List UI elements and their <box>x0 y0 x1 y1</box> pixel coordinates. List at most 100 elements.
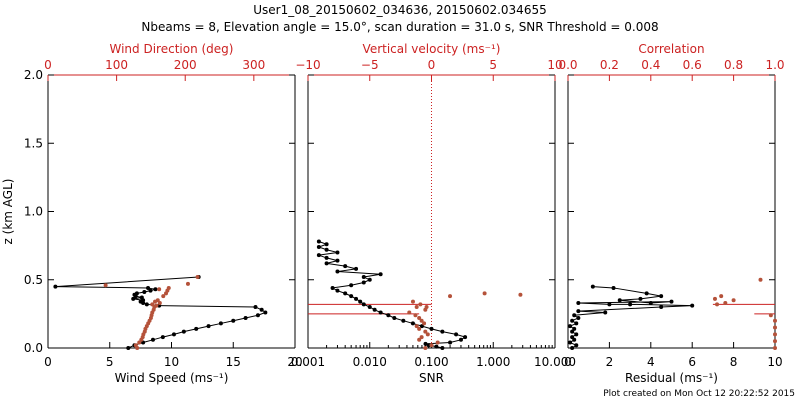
data-point <box>448 294 453 299</box>
data-point <box>103 283 108 288</box>
chart-title-line2: Nbeams = 8, Elevation angle = 15.0°, sca… <box>141 20 658 34</box>
data-point <box>330 285 335 290</box>
data-point <box>354 296 359 301</box>
x-tick-label-top: 300 <box>242 58 265 72</box>
data-point <box>417 315 422 320</box>
series-line-1 <box>55 276 267 349</box>
data-point <box>768 313 773 318</box>
data-point <box>576 300 581 305</box>
data-point <box>572 313 577 318</box>
data-point <box>424 305 429 310</box>
x-tick-label-bottom: 10 <box>164 355 179 369</box>
data-point <box>434 344 439 349</box>
data-point <box>139 295 144 300</box>
data-point <box>758 277 763 282</box>
x-axis-label-top: Wind Direction (deg) <box>110 42 234 56</box>
panel-1: 0.0 0.5 1.0 1.5 2.0 z (km AGL) 0 5 10 15 20 Wind Sp… <box>1 42 303 385</box>
data-point <box>144 302 149 307</box>
data-point <box>361 302 366 307</box>
data-point <box>410 321 415 326</box>
panel-2: 0.001 0.010 0.100 1.000 10.000 SNR −10 −5 0 5 10 Ve… <box>291 42 576 385</box>
data-point <box>349 294 354 299</box>
data-point <box>378 272 383 277</box>
data-point <box>773 346 777 350</box>
x-tick-label-bottom: 1.000 <box>476 355 510 369</box>
data-point <box>458 337 463 342</box>
data-point <box>367 305 372 310</box>
data-point <box>568 340 573 345</box>
x-tick-label-bottom: 5 <box>106 355 114 369</box>
data-point <box>134 291 139 296</box>
data-point <box>723 300 728 305</box>
data-point <box>150 302 155 307</box>
data-point <box>773 332 777 337</box>
data-point <box>343 291 348 296</box>
data-point <box>422 321 427 326</box>
data-point <box>253 305 258 310</box>
data-point <box>324 255 329 260</box>
data-point <box>426 343 431 348</box>
data-point <box>335 250 340 255</box>
data-point <box>126 346 131 350</box>
x-tick-label-top: 0.2 <box>600 58 619 72</box>
x-tick-label-bottom: 10.000 <box>534 355 576 369</box>
data-point <box>316 244 321 249</box>
data-point <box>410 299 415 304</box>
data-point <box>372 307 377 312</box>
data-point <box>628 302 633 307</box>
data-point <box>690 303 695 308</box>
y-axis-label: z (km AGL) <box>1 179 15 245</box>
data-point <box>435 340 440 345</box>
data-point <box>576 309 581 314</box>
x-tick-label-bottom: 2 <box>606 355 614 369</box>
y-tick-label: 2.0 <box>24 68 43 82</box>
data-point <box>361 280 366 285</box>
data-point <box>206 324 211 329</box>
data-point <box>137 340 142 345</box>
data-point <box>440 329 445 334</box>
data-point <box>429 326 434 331</box>
x-tick-label-bottom: 0.010 <box>353 355 387 369</box>
data-point <box>568 324 573 329</box>
data-point <box>358 299 363 304</box>
data-point <box>712 296 717 301</box>
data-point <box>611 285 616 290</box>
data-point <box>255 313 260 318</box>
data-point <box>195 275 200 280</box>
x-tick-label-bottom: 0.100 <box>414 355 448 369</box>
x-tick-label-top: 1.0 <box>765 58 784 72</box>
data-point <box>53 284 58 289</box>
data-point <box>773 318 777 323</box>
x-tick-label-bottom: 8 <box>730 355 738 369</box>
data-point <box>161 294 166 299</box>
data-point <box>335 288 340 293</box>
x-tick-label-top: 0.6 <box>683 58 702 72</box>
data-point <box>354 266 359 271</box>
data-point <box>185 281 190 286</box>
data-point <box>773 339 777 344</box>
x-tick-label-bottom: 0.001 <box>291 355 325 369</box>
data-point <box>419 318 424 323</box>
data-point <box>773 325 777 330</box>
x-tick-label-bottom: 20 <box>287 355 302 369</box>
x-tick-label-bottom: 0 <box>44 355 52 369</box>
data-point <box>142 290 147 295</box>
data-point <box>574 343 579 348</box>
data-point <box>574 332 579 337</box>
data-point <box>570 318 575 323</box>
data-point <box>324 247 329 252</box>
x-tick-label-bottom: 15 <box>226 355 241 369</box>
data-point <box>335 258 340 263</box>
data-point <box>133 343 138 348</box>
data-point <box>414 324 419 329</box>
x-tick-label-top: 10 <box>547 58 562 72</box>
data-point <box>131 296 136 301</box>
x-tick-label-bottom: 10 <box>767 355 782 369</box>
data-point <box>418 302 423 307</box>
data-point <box>719 294 724 299</box>
data-point <box>414 305 419 310</box>
data-point <box>367 277 372 282</box>
x-tick-label-top: 5 <box>489 58 497 72</box>
data-point <box>423 341 428 346</box>
x-axis-label-bottom: SNR <box>419 371 444 385</box>
